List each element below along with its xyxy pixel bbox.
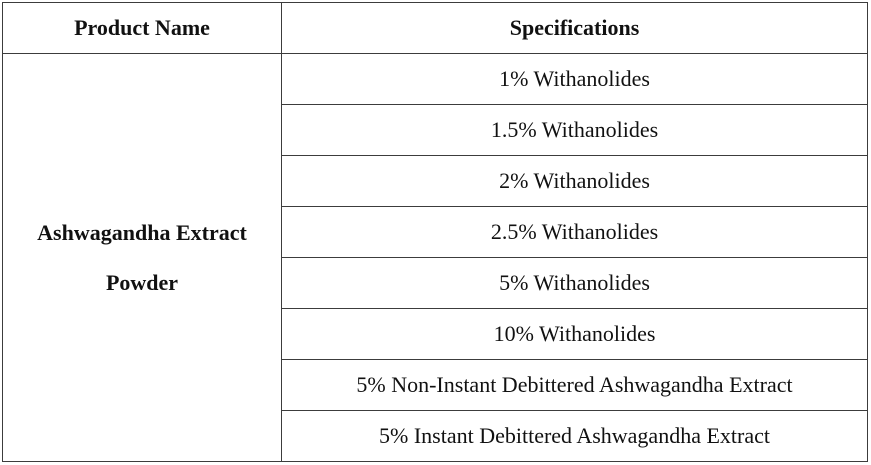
spec-cell: 10% Withanolides [281,308,868,360]
spec-cell: 1.5% Withanolides [281,104,868,156]
spec-row: 5% Non-Instant Debittered Ashwagandha Ex… [3,359,868,411]
spec-row: 1.5% Withanolides [3,104,868,156]
spec-cell: 1% Withanolides [281,53,868,105]
header-row: Product Name Specifications [2,2,868,54]
header-cell: Specifications [281,2,868,54]
spec-cell: 5% Instant Debittered Ashwagandha Extrac… [281,410,868,462]
product-cell: Ashwagandha Extract Powder [2,53,282,462]
spec-row: 2.5% Withanolides [3,206,868,258]
spec-row: Ashwagandha Extract Powder 1% Withanolide… [2,53,868,462]
spec-cell: 5% Non-Instant Debittered Ashwagandha Ex… [281,359,868,411]
spec-cell: 5% Withanolides [281,257,868,309]
spec-cell: 2.5% Withanolides [281,206,868,258]
spec-row: 2% Withanolides [3,155,868,207]
product-name: Ashwagandha Extract Powder [37,219,247,295]
spec-row: 5% Instant Debittered Ashwagandha Extrac… [3,410,868,462]
spec-cell: 2% Withanolides [281,155,868,207]
table-body: Ashwagandha Extract Powder 1% Withanolide… [2,53,868,462]
header-cell: Product Name [2,2,282,54]
